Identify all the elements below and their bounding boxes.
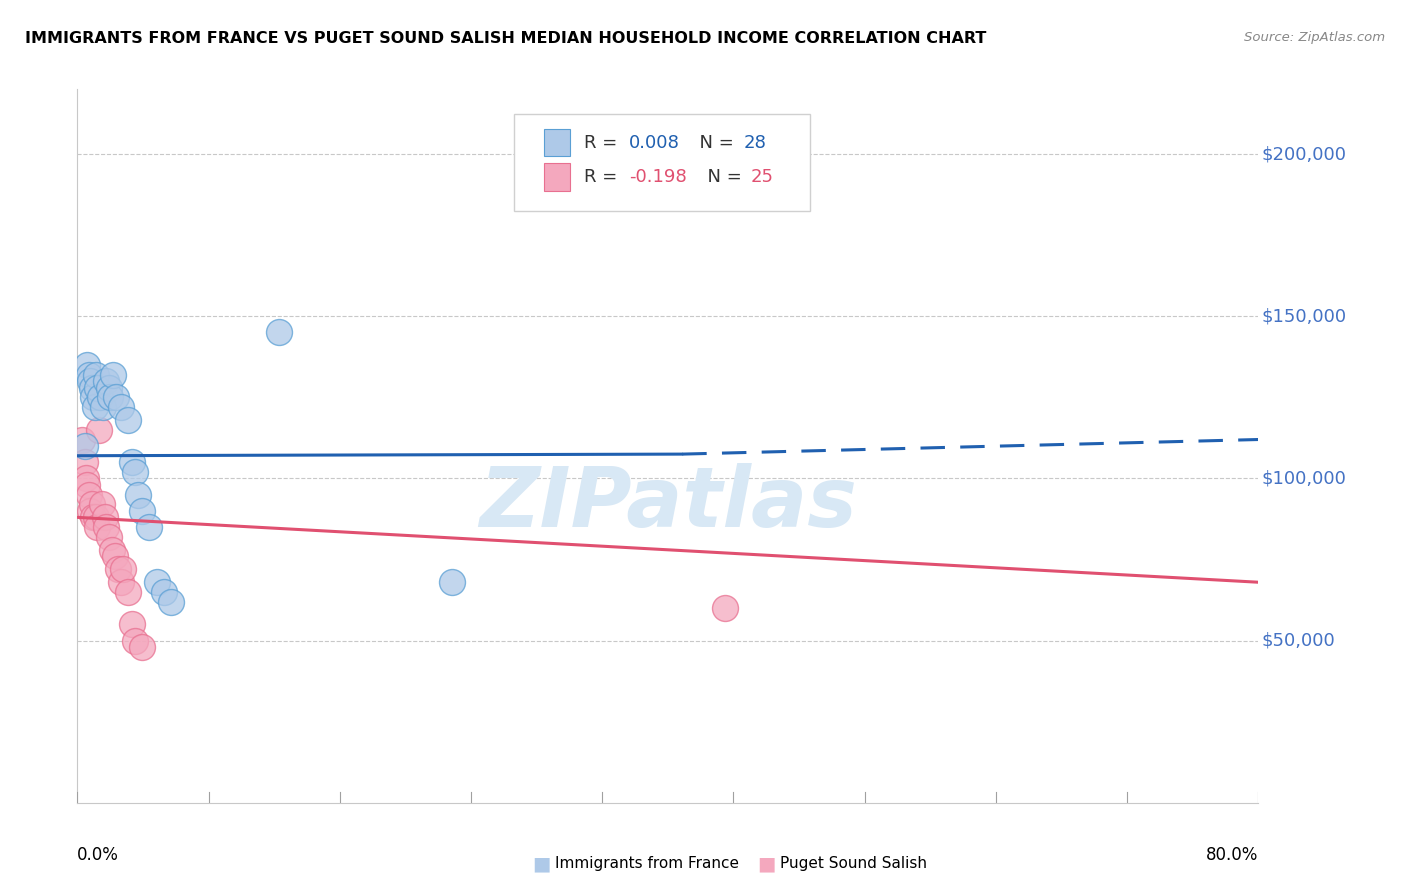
FancyBboxPatch shape — [544, 129, 569, 156]
Text: ■: ■ — [756, 854, 776, 873]
Text: ■: ■ — [531, 854, 551, 873]
Point — [89, 390, 111, 404]
Point — [104, 549, 127, 564]
Point — [76, 478, 98, 492]
Point — [77, 488, 100, 502]
Point — [103, 368, 125, 382]
Text: Immigrants from France: Immigrants from France — [555, 856, 740, 871]
Point — [70, 433, 93, 447]
Point — [152, 585, 174, 599]
Point — [127, 488, 149, 502]
Point — [107, 562, 129, 576]
Point — [80, 381, 103, 395]
Text: $200,000: $200,000 — [1261, 145, 1346, 163]
Point — [84, 368, 107, 382]
Point — [75, 471, 97, 485]
Point — [117, 585, 139, 599]
Point — [105, 390, 128, 404]
Text: IMMIGRANTS FROM FRANCE VS PUGET SOUND SALISH MEDIAN HOUSEHOLD INCOME CORRELATION: IMMIGRANTS FROM FRANCE VS PUGET SOUND SA… — [25, 31, 987, 46]
Text: 0.008: 0.008 — [628, 134, 679, 152]
Point — [79, 504, 101, 518]
Point — [90, 497, 112, 511]
Text: R =: R = — [583, 168, 623, 186]
Point — [98, 381, 121, 395]
Point — [94, 520, 117, 534]
Point — [440, 575, 463, 590]
Text: R =: R = — [583, 134, 623, 152]
Point — [83, 400, 105, 414]
Text: ZIPatlas: ZIPatlas — [479, 463, 856, 543]
Text: N =: N = — [696, 168, 748, 186]
Point — [112, 562, 135, 576]
Text: $50,000: $50,000 — [1261, 632, 1334, 649]
Point — [91, 400, 114, 414]
Point — [79, 374, 101, 388]
Point — [80, 497, 103, 511]
Point — [87, 423, 110, 437]
Point — [86, 381, 108, 395]
Point — [100, 390, 122, 404]
Text: 28: 28 — [744, 134, 766, 152]
Point — [84, 510, 107, 524]
Point — [77, 368, 100, 382]
Text: 80.0%: 80.0% — [1206, 846, 1258, 863]
Point — [121, 617, 143, 632]
FancyBboxPatch shape — [515, 114, 810, 211]
Text: -0.198: -0.198 — [628, 168, 686, 186]
Point — [138, 520, 160, 534]
Text: $150,000: $150,000 — [1261, 307, 1347, 326]
Text: N =: N = — [688, 134, 740, 152]
Text: 0.0%: 0.0% — [77, 846, 120, 863]
Point — [73, 455, 96, 469]
Point — [98, 530, 121, 544]
Point — [110, 400, 132, 414]
Point — [124, 465, 146, 479]
Point — [131, 640, 153, 654]
Text: 25: 25 — [751, 168, 773, 186]
Point — [76, 358, 98, 372]
Point — [93, 510, 115, 524]
Point — [82, 510, 104, 524]
Point — [117, 413, 139, 427]
Point — [94, 374, 117, 388]
Point — [121, 455, 143, 469]
Point — [110, 575, 132, 590]
Point — [82, 390, 104, 404]
Point — [145, 575, 167, 590]
Text: Puget Sound Salish: Puget Sound Salish — [780, 856, 928, 871]
Point — [73, 439, 96, 453]
Text: $100,000: $100,000 — [1261, 469, 1346, 487]
Point — [86, 520, 108, 534]
Text: Source: ZipAtlas.com: Source: ZipAtlas.com — [1244, 31, 1385, 45]
Point — [267, 326, 290, 340]
Point — [124, 633, 146, 648]
Point — [160, 595, 183, 609]
Point — [714, 601, 737, 615]
Point — [131, 504, 153, 518]
FancyBboxPatch shape — [544, 163, 569, 191]
Point — [101, 542, 124, 557]
